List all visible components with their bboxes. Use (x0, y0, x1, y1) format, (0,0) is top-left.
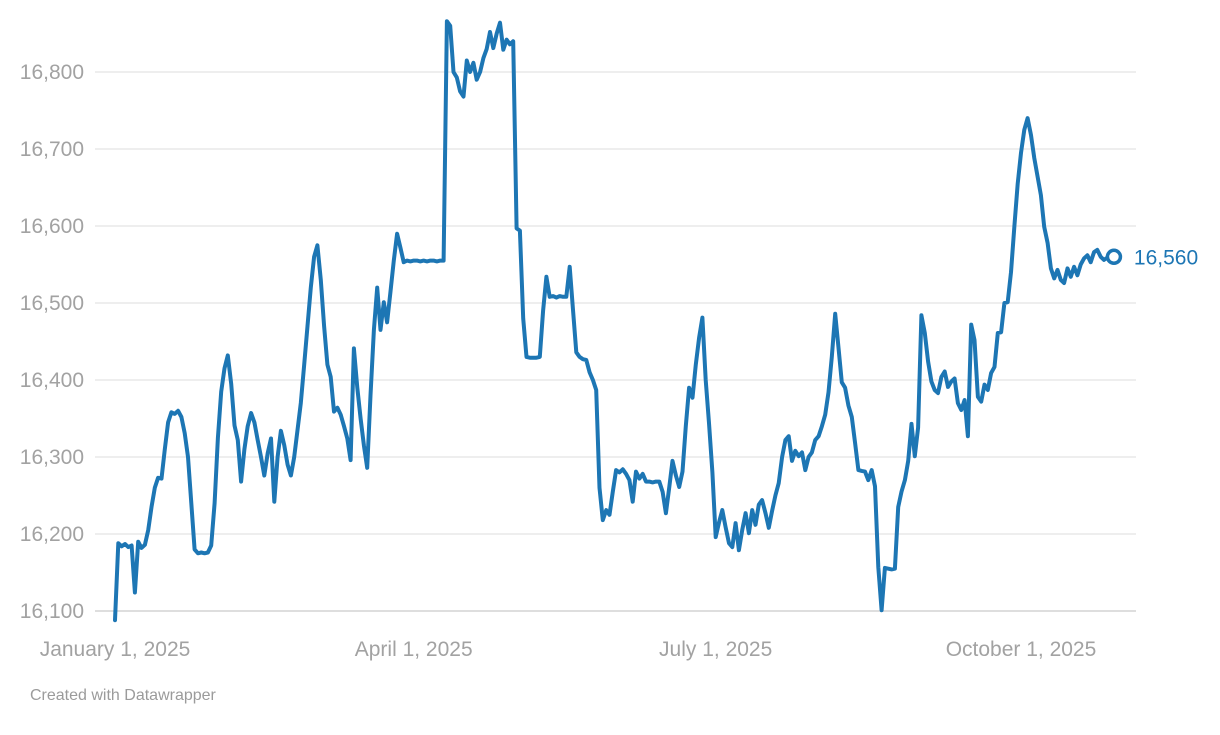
end-point-marker (1105, 248, 1123, 266)
y-tick-label: 16,300 (20, 446, 84, 469)
x-tick-label: July 1, 2025 (659, 638, 772, 661)
end-value-label: 16,560 (1134, 246, 1198, 269)
x-tick-label: April 1, 2025 (355, 638, 473, 661)
y-tick-label: 16,700 (20, 138, 84, 161)
y-tick-label: 16,400 (20, 369, 84, 392)
x-tick-label: January 1, 2025 (40, 638, 191, 661)
y-tick-label: 16,200 (20, 523, 84, 546)
y-tick-label: 16,100 (20, 600, 84, 623)
price-line (113, 19, 1116, 623)
datawrapper-credit-link[interactable]: Created with Datawrapper (30, 687, 216, 704)
y-tick-label: 16,500 (20, 292, 84, 315)
x-tick-label: October 1, 2025 (946, 638, 1097, 661)
y-tick-label: 16,800 (20, 61, 84, 84)
y-tick-label: 16,600 (20, 215, 84, 238)
